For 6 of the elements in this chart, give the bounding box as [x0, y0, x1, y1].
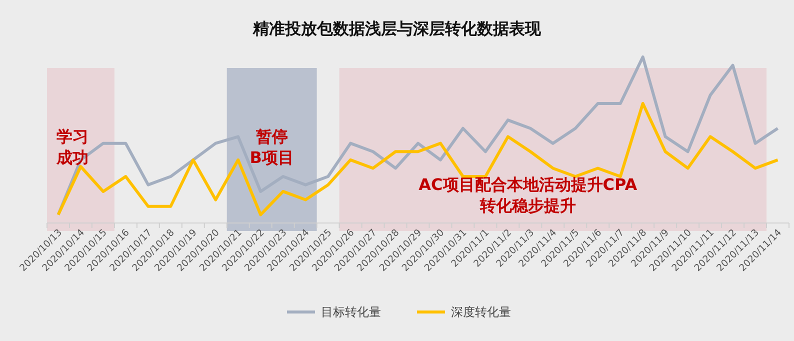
legend-label: 目标转化量 [321, 305, 381, 319]
chart-title: 精准投放包数据浅层与深层转化数据表现 [252, 19, 542, 38]
band-label: 暂停B项目 [250, 127, 294, 167]
band-label: 学习成功 [56, 127, 89, 167]
band-label: AC项目配合本地活动提升CPA转化稳步提升 [418, 175, 638, 215]
legend-label: 深度转化量 [451, 305, 511, 319]
